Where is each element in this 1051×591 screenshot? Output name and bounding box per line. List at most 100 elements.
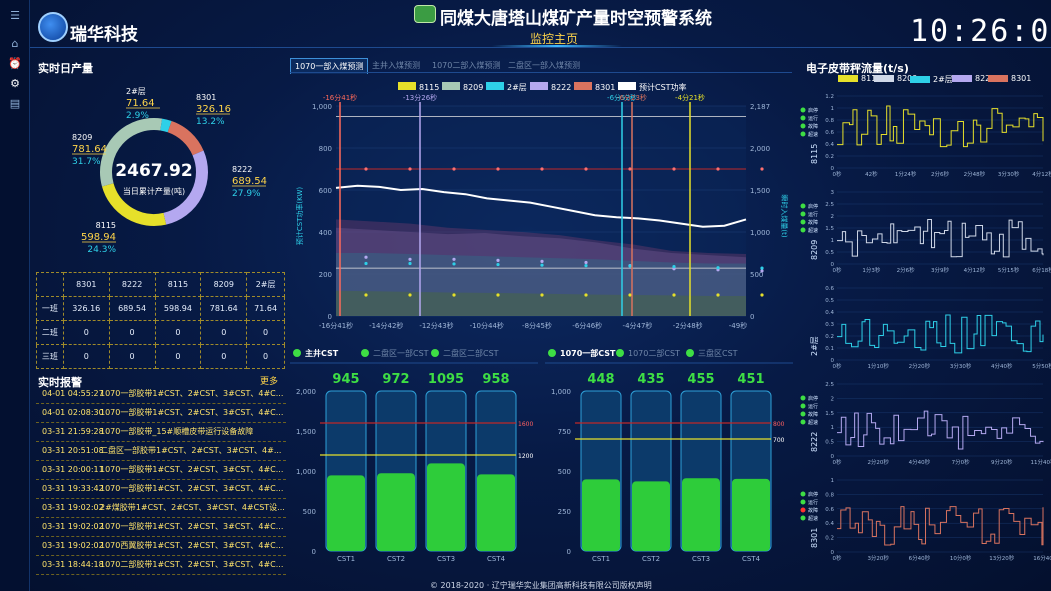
- flow-series-line: [837, 314, 1044, 354]
- alarm-item[interactable]: 04-01 02:08:301070一部胶带1#CST、2#CST、3#CST、…: [36, 407, 286, 423]
- data-point: [584, 167, 588, 171]
- donut-slice: [160, 118, 172, 133]
- y-axis-label-left: 预计CST功率(KW): [295, 187, 304, 246]
- status-dot: [800, 491, 806, 497]
- y-tick: 500: [558, 468, 571, 476]
- flow-y-tick: 0.5: [825, 250, 834, 256]
- tab-inflow-2[interactable]: 1070二部入煤预测: [432, 61, 501, 70]
- flow-x-tick: 5分15秒: [998, 266, 1020, 274]
- alarm-time: 03-31 19:02:02: [42, 503, 104, 512]
- bar-value: 958: [482, 372, 509, 387]
- time-marker-label: -16分41秒: [323, 93, 357, 102]
- tab-inflow-1[interactable]: 主井入煤预测: [372, 61, 420, 70]
- donut-label-value: 326.16: [196, 104, 231, 115]
- nav-home-link[interactable]: 监控主页: [530, 32, 579, 46]
- alarm-text: 2#煤胶带1#CST、2#CST、3#CST、4#CST设...: [100, 503, 285, 512]
- flow-y-tick: 2: [831, 396, 835, 402]
- data-point: [364, 255, 368, 259]
- flow-x-tick: 2分48秒: [964, 170, 986, 178]
- status-label: 超速: [808, 227, 818, 234]
- flow-y-tick: 1.5: [825, 411, 834, 417]
- bar-value: 945: [332, 372, 359, 387]
- alarm-text: 1070二部胶带1#CST、2#CST、3#CST、4#C...: [100, 560, 284, 569]
- data-point: [364, 167, 368, 171]
- bar-value: 435: [637, 372, 664, 387]
- table-cell: 一班: [36, 296, 64, 321]
- alarm-item[interactable]: 03-31 19:02:021070一部胶带1#CST、2#CST、3#CST、…: [36, 521, 286, 537]
- flow-panel-name: 8209: [810, 240, 819, 260]
- y-tick: 750: [558, 428, 571, 436]
- donut-total: 2467.92: [115, 161, 192, 181]
- table-cell: 0: [62, 344, 110, 369]
- legend-swatch: [530, 82, 548, 90]
- status-label: 运行: [808, 499, 818, 506]
- tabs-divider: [290, 72, 792, 73]
- flow-legend-item: 8301: [988, 74, 1031, 83]
- footer-copyright: © 2018-2020 · 辽宁瑞华实业集团高新科技有限公司版权声明: [430, 581, 652, 590]
- x-tick: -49秒: [729, 321, 747, 330]
- flow-x-tick: 7分0秒: [952, 458, 970, 466]
- legend-label: 8222: [551, 83, 571, 92]
- alarm-item[interactable]: 04-01 04:55:271070一部胶带1#CST、2#CST、3#CST、…: [36, 388, 286, 404]
- flow-y-tick: 1.2: [825, 94, 834, 100]
- alarm-item[interactable]: 03-31 18:44:181070二部胶带1#CST、2#CST、3#CST、…: [36, 559, 286, 575]
- legend-label: 预计CST功率: [639, 82, 687, 92]
- bar-fill: [327, 475, 365, 551]
- flow-y-tick: 0.6: [825, 130, 834, 136]
- legend-swatch: [952, 75, 972, 82]
- donut-label-name: 8115: [96, 221, 116, 230]
- tab-inflow-3[interactable]: 二盘区一部入煤预测: [508, 61, 580, 70]
- alarm-item[interactable]: 03-31 20:51:08二盘区一部胶带1#CST、2#CST、3#CST、4…: [36, 445, 286, 461]
- alarm-time: 03-31 18:44:18: [42, 560, 104, 569]
- y-tick-right: 500: [750, 271, 763, 279]
- report-icon[interactable]: ▤: [9, 97, 21, 110]
- flow-x-tick: 0秒: [833, 458, 842, 466]
- alarm-item[interactable]: 03-31 19:02:022#煤胶带1#CST、2#CST、3#CST、4#C…: [36, 502, 286, 518]
- ref-line-label: 800: [773, 421, 785, 428]
- flow-y-tick: 0: [831, 358, 835, 364]
- y-tick: 2,000: [296, 388, 316, 396]
- data-point: [760, 269, 764, 273]
- flow-x-tick: 2分20秒: [867, 458, 889, 466]
- forecast-band: [336, 290, 746, 316]
- alarm-item[interactable]: 03-31 20:00:111070一部胶带1#CST、2#CST、3#CST、…: [36, 464, 286, 480]
- y-tick-right: 2,187: [750, 103, 770, 111]
- alarm-time: 04-01 04:55:27: [42, 389, 104, 398]
- time-marker-label: -6分23秒: [617, 93, 647, 102]
- data-point: [540, 293, 544, 297]
- bar-value: 451: [737, 372, 764, 387]
- flow-x-tick: 3分9秒: [931, 266, 949, 274]
- tab-dot: [548, 349, 556, 357]
- inflow-forecast-chart: 8115 8209 2#层 8222 8301 预计CST功率 0 200 400 600 800 1…: [295, 82, 789, 330]
- system-logo-icon: [414, 5, 436, 23]
- bar-category: CST1: [337, 555, 355, 563]
- flow-x-tick: 5分50秒: [1032, 362, 1051, 370]
- alarm-item[interactable]: 03-31 19:02:021070西翼胶带1#CST、2#CST、3#CST、…: [36, 540, 286, 556]
- alarm-item[interactable]: 03-31 19:33:421070一部胶带1#CST、2#CST、3#CST、…: [36, 483, 286, 499]
- data-point: [760, 167, 764, 171]
- flow-x-tick: 4分40秒: [909, 458, 931, 466]
- bar-value: 455: [687, 372, 714, 387]
- alarm-more-link[interactable]: 更多: [260, 377, 279, 387]
- bar-value: 448: [587, 372, 614, 387]
- flow-x-tick: 6分18秒: [1032, 266, 1051, 274]
- data-point: [540, 259, 544, 263]
- cst-tab: 1070二部CST: [628, 348, 680, 358]
- alarm-clock-icon[interactable]: ⏰: [8, 57, 22, 70]
- tab-inflow-0[interactable]: 1070一部入煤预测: [290, 58, 369, 74]
- flow-y-tick: 0.4: [825, 310, 834, 316]
- gear-icon[interactable]: ⚙: [10, 77, 20, 90]
- bar-fill: [477, 474, 515, 551]
- home-icon[interactable]: ⌂: [11, 37, 19, 50]
- flow-y-tick: 0.2: [825, 536, 834, 542]
- table-cell: 三班: [36, 344, 64, 369]
- status-dot: [800, 123, 806, 129]
- flow-y-tick: 1: [831, 425, 835, 431]
- flow-x-tick: 9分20秒: [991, 458, 1013, 466]
- alarm-item[interactable]: 03-31 21:59:281070一部胶带_15#顺槽皮带运行设备故障: [36, 426, 286, 442]
- flow-x-tick: 2分20秒: [909, 362, 931, 370]
- donut-label-value: 598.94: [81, 232, 116, 243]
- menu-icon[interactable]: ☰: [10, 9, 20, 22]
- table-header-cell: 2#层: [246, 272, 285, 297]
